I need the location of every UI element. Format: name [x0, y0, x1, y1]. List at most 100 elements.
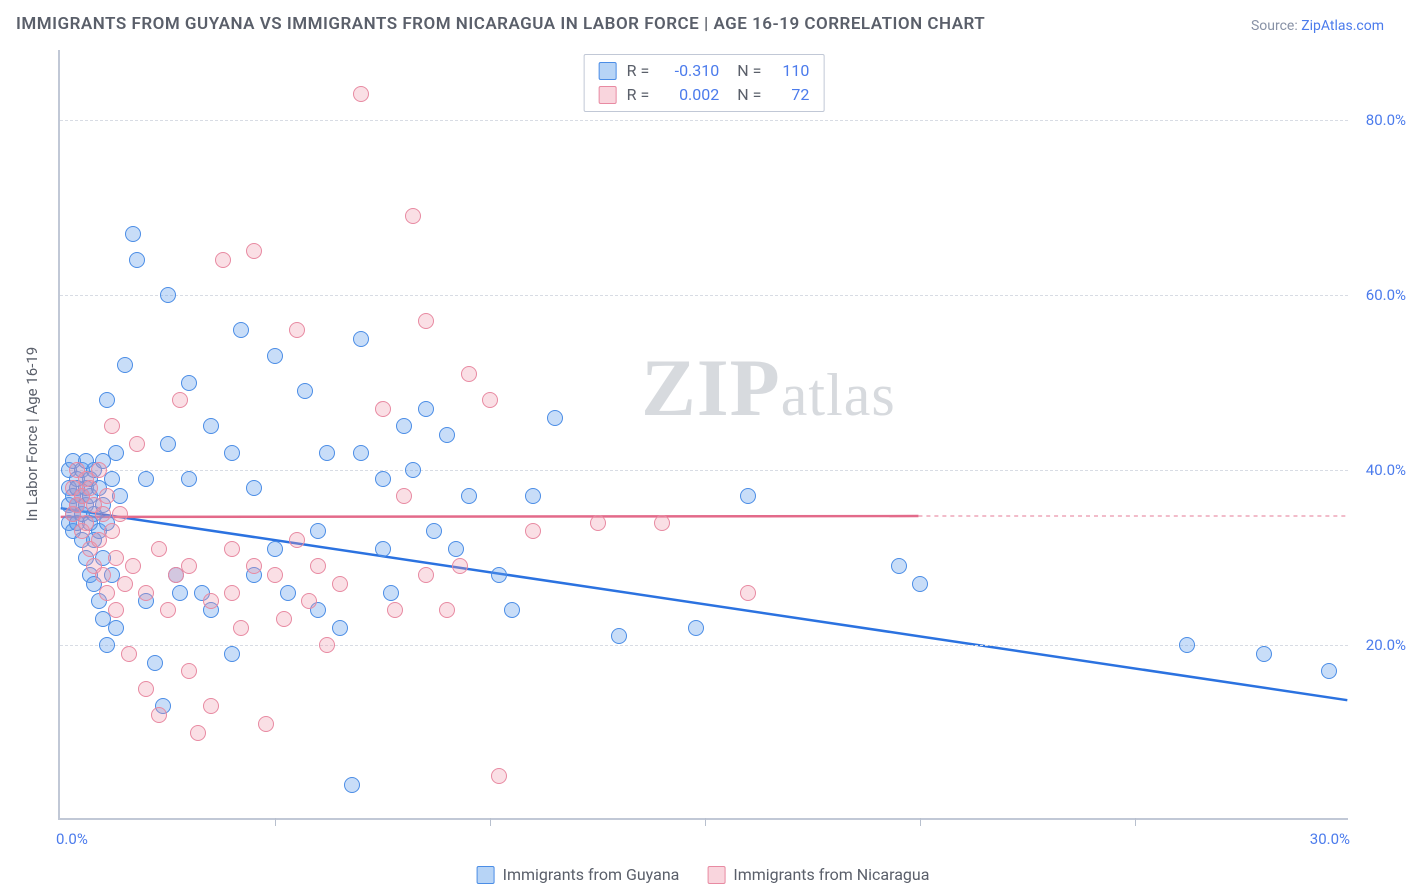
data-point: [426, 523, 442, 539]
data-point: [117, 576, 133, 592]
gridline: [60, 295, 1348, 296]
data-point: [267, 541, 283, 557]
data-point: [138, 471, 154, 487]
data-point: [267, 348, 283, 364]
legend-swatch: [477, 866, 495, 884]
data-point: [99, 392, 115, 408]
stats-row: R =0.002 N =72: [599, 83, 810, 107]
data-point: [353, 86, 369, 102]
legend-label: Immigrants from Nicaragua: [733, 865, 929, 884]
data-point: [439, 427, 455, 443]
data-point: [289, 322, 305, 338]
data-point: [181, 663, 197, 679]
data-point: [203, 418, 219, 434]
data-point: [396, 418, 412, 434]
data-point: [160, 436, 176, 452]
data-point: [280, 585, 296, 601]
data-point: [912, 576, 928, 592]
data-point: [258, 716, 274, 732]
y-tick-label: 60.0%: [1366, 286, 1406, 304]
data-point: [172, 392, 188, 408]
data-point: [138, 681, 154, 697]
data-point: [375, 541, 391, 557]
stats-row: R =-0.310 N =110: [599, 59, 810, 83]
data-point: [525, 488, 541, 504]
data-point: [95, 506, 111, 522]
data-point: [383, 585, 399, 601]
data-point: [740, 488, 756, 504]
data-point: [688, 620, 704, 636]
data-point: [332, 620, 348, 636]
legend-item: Immigrants from Guyana: [477, 865, 680, 884]
data-point: [319, 445, 335, 461]
data-point: [99, 488, 115, 504]
chart-title: IMMIGRANTS FROM GUYANA VS IMMIGRANTS FRO…: [16, 14, 985, 34]
data-point: [233, 322, 249, 338]
data-point: [310, 558, 326, 574]
legend-item: Immigrants from Nicaragua: [707, 865, 929, 884]
source-prefix: Source:: [1251, 18, 1301, 34]
y-tick-label: 80.0%: [1366, 111, 1406, 129]
data-point: [138, 585, 154, 601]
stat-n-label: N =: [729, 83, 761, 107]
gridline: [60, 645, 1348, 646]
data-point: [418, 313, 434, 329]
watermark-atlas: atlas: [781, 362, 896, 428]
gridline: [60, 470, 1348, 471]
data-point: [91, 462, 107, 478]
source-attribution: Source: ZipAtlas.com: [1251, 18, 1384, 34]
data-point: [590, 515, 606, 531]
data-point: [276, 611, 292, 627]
data-point: [233, 620, 249, 636]
gridline: [60, 120, 1348, 121]
data-point: [301, 593, 317, 609]
data-point: [99, 585, 115, 601]
data-point: [104, 418, 120, 434]
data-point: [310, 523, 326, 539]
data-point: [224, 445, 240, 461]
data-point: [547, 410, 563, 426]
data-point: [112, 506, 128, 522]
data-point: [418, 567, 434, 583]
data-point: [461, 488, 477, 504]
stat-r-value: 0.002: [659, 83, 719, 107]
source-link[interactable]: ZipAtlas.com: [1301, 18, 1384, 34]
data-point: [147, 655, 163, 671]
legend-label: Immigrants from Guyana: [503, 865, 680, 884]
data-point: [289, 532, 305, 548]
legend-swatch: [599, 86, 617, 104]
data-point: [353, 445, 369, 461]
data-point: [224, 541, 240, 557]
data-point: [224, 585, 240, 601]
stat-n-value: 72: [771, 83, 809, 107]
y-tick-label: 40.0%: [1366, 461, 1406, 479]
data-point: [172, 585, 188, 601]
watermark-zip: ZIP: [641, 342, 781, 433]
data-point: [452, 558, 468, 574]
data-point: [181, 471, 197, 487]
data-point: [99, 637, 115, 653]
data-point: [129, 436, 145, 452]
data-point: [78, 515, 94, 531]
data-point: [1179, 637, 1195, 653]
stat-n-label: N =: [729, 59, 761, 83]
stat-r-value: -0.310: [659, 59, 719, 83]
watermark: ZIPatlas: [641, 341, 896, 435]
data-point: [891, 558, 907, 574]
data-point: [405, 462, 421, 478]
regression-lines: [60, 50, 1348, 818]
data-point: [491, 768, 507, 784]
data-point: [95, 567, 111, 583]
data-point: [104, 523, 120, 539]
x-axis-max-label: 30.0%: [1310, 830, 1350, 848]
legend-swatch: [707, 866, 725, 884]
x-tick: [705, 818, 706, 826]
data-point: [125, 558, 141, 574]
data-point: [129, 252, 145, 268]
data-point: [181, 558, 197, 574]
data-point: [215, 252, 231, 268]
chart-plot-area: In Labor Force | Age 16-19 ZIPatlas R =-…: [58, 50, 1348, 820]
stat-r-label: R =: [627, 59, 650, 83]
data-point: [246, 480, 262, 496]
data-point: [108, 550, 124, 566]
